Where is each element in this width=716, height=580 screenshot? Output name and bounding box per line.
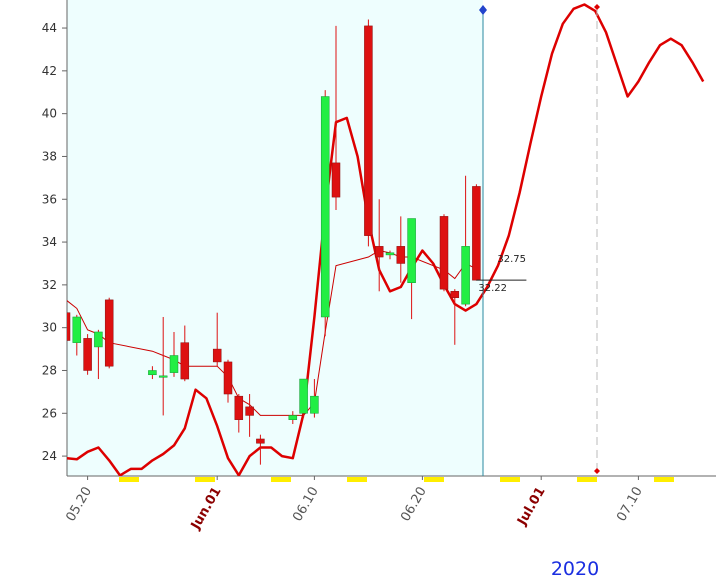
weekend-marker (271, 477, 291, 482)
y-tick-label: 36 (42, 192, 57, 206)
candle-body (245, 406, 254, 416)
candle-body (180, 342, 190, 380)
y-tick-label: 38 (42, 149, 57, 163)
y-tick-label: 28 (42, 363, 57, 377)
candle-body (212, 348, 222, 363)
candle-body (223, 361, 233, 395)
candle-body (104, 299, 114, 367)
history-background (67, 0, 483, 476)
candle-body (396, 246, 406, 264)
candle-body (407, 218, 416, 283)
candle-body (67, 312, 71, 341)
candle-body (472, 186, 481, 281)
candle-body (288, 415, 298, 420)
candle-body (256, 438, 265, 444)
forecast-marker (594, 468, 600, 474)
x-tick-label: Jun.01 (188, 485, 225, 534)
weekend-marker (195, 477, 215, 482)
candle-body (234, 395, 244, 420)
x-tick-label: 05.20 (63, 485, 95, 525)
x-tick-label: 06.20 (398, 485, 430, 525)
cursor-marker (479, 5, 487, 15)
candle-body (158, 375, 168, 378)
candle-body (331, 162, 341, 198)
candle-body (94, 331, 103, 348)
forecast-marker (594, 4, 600, 10)
x-tick-label: Jul.01 (514, 485, 548, 529)
weekend-markers (119, 477, 674, 482)
y-tick-label: 24 (42, 449, 57, 463)
close-last-label: 32.22 (478, 283, 507, 294)
weekend-marker (347, 477, 367, 482)
y-tick-label: 44 (42, 21, 57, 35)
ma-last-label: 32.75 (497, 254, 526, 265)
candle-body (461, 246, 470, 305)
candle-body (72, 316, 82, 343)
y-tick-label: 32 (42, 278, 57, 292)
candle-body (439, 216, 449, 290)
candle-body (299, 378, 308, 414)
weekend-marker (577, 477, 597, 482)
year-label: 2020 (551, 558, 599, 580)
y-tick-label: 40 (42, 107, 57, 121)
weekend-marker (654, 477, 674, 482)
weekend-marker (424, 477, 444, 482)
y-tick-label: 30 (42, 321, 57, 335)
candle-body (450, 291, 460, 298)
x-tick-label: 06.10 (290, 485, 322, 525)
moving-average (67, 250, 477, 416)
candle-body (364, 25, 373, 236)
x-tick-label: 07.10 (614, 485, 646, 525)
weekend-marker (119, 477, 139, 482)
candle-body (169, 355, 179, 373)
candle-body (385, 252, 395, 256)
candle-body (148, 370, 157, 376)
weekend-marker (500, 477, 520, 482)
candle-body (310, 395, 319, 414)
candle-body (374, 246, 384, 258)
y-tick-label: 34 (42, 235, 57, 249)
candle-body (320, 96, 330, 318)
y-tick-label: 42 (42, 64, 57, 78)
y-tick-label: 26 (42, 406, 57, 420)
candle-body (83, 338, 92, 371)
